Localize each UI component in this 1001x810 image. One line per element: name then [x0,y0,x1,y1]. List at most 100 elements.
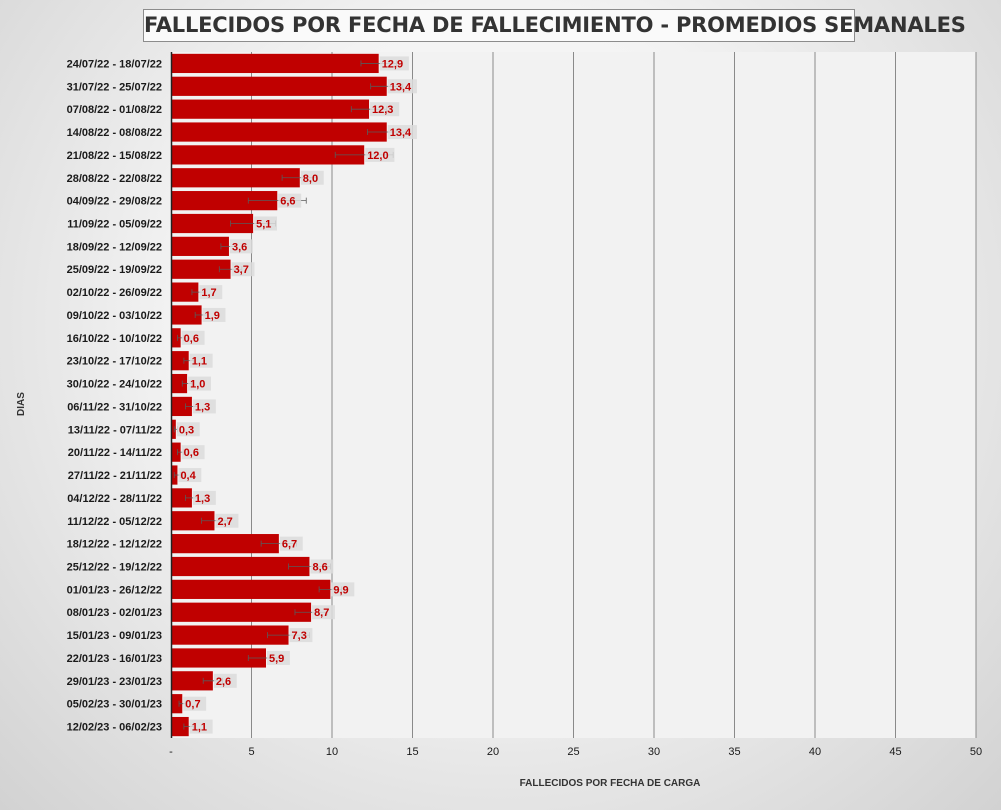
data-label-bg [189,719,213,734]
category-label: 07/08/22 - 01/08/22 [67,104,162,116]
category-label: 11/09/22 - 05/09/22 [67,219,162,231]
data-label-bg [229,239,253,254]
bar [171,716,189,737]
bar [171,396,192,417]
x-tick-label: 10 [326,746,338,758]
data-label: 7,3 [292,630,307,642]
data-label: 3,7 [234,264,249,276]
x-tick-label: 15 [406,746,418,758]
category-label: 15/01/23 - 09/01/23 [67,630,162,642]
bar [171,53,379,74]
data-label-bg [202,307,226,322]
category-label: 20/11/22 - 14/11/22 [68,447,162,459]
x-tick-labels: - 5 10 15 20 25 30 35 40 45 50 [169,746,982,758]
bar [171,328,181,348]
bar [171,625,289,645]
category-label: 06/11/22 - 31/10/22 [67,401,162,413]
data-label: 8,0 [303,173,318,185]
data-label: 0,4 [180,470,196,482]
data-label-bg [310,559,334,574]
data-label-bg [215,513,239,528]
bar [171,236,229,256]
chart-title: FALLECIDOS POR FECHA DE FALLECIMIENTO - … [143,9,966,42]
data-label-bg [189,353,213,368]
data-label-bg [278,193,302,208]
data-label: 8,7 [314,607,329,619]
data-label: 6,7 [282,539,297,551]
data-label-bg [279,536,303,551]
data-label: 5,9 [269,653,284,665]
category-label: 02/10/22 - 26/09/22 [67,287,162,299]
data-label-bg [176,422,200,437]
category-label: 13/11/22 - 07/11/22 [68,424,162,436]
bar [171,305,202,325]
data-label: 1,3 [195,401,210,413]
category-labels: 24/07/22 - 18/07/22 31/07/22 - 25/07/22 07… [67,58,162,733]
data-label: 3,6 [232,241,247,253]
bar [171,694,183,714]
category-label: 24/07/22 - 18/07/22 [67,58,162,70]
category-label: 08/01/23 - 02/01/23 [67,607,162,619]
category-label: 04/09/22 - 29/08/22 [67,196,162,208]
category-label: 11/12/22 - 05/12/22 [67,516,162,528]
bar [171,191,278,211]
data-label: 12,3 [372,104,393,116]
data-label: 0,6 [184,333,199,345]
data-label: 1,9 [205,310,220,322]
x-axis-title: FALLECIDOS POR FECHA DE CARGA [520,778,701,789]
data-label-bg [181,445,205,460]
data-label: 13,4 [390,81,412,93]
category-label: 25/12/22 - 19/12/22 [67,562,162,574]
data-label: 6,6 [280,196,295,208]
category-label: 12/02/23 - 06/02/23 [67,722,162,734]
bar [171,511,215,531]
data-label-bg [387,125,417,140]
x-tick-label: 45 [889,746,901,758]
x-tick-label: 30 [648,746,660,758]
bar [171,213,254,234]
data-label: 2,7 [217,516,232,528]
bar [171,648,266,668]
data-label-bg [331,582,355,597]
category-label: 28/08/22 - 22/08/22 [67,173,162,185]
data-label-bg [312,605,335,620]
data-label-bg [192,490,216,505]
bar [171,373,188,394]
data-label: 1,1 [192,356,207,368]
x-tick-label: 50 [970,746,982,758]
bar [171,122,387,142]
category-label: 31/07/22 - 25/07/22 [67,81,162,93]
data-label: 1,0 [190,379,205,391]
category-label: 27/11/22 - 21/11/22 [68,470,162,482]
bar [171,351,189,371]
data-label: 13,4 [390,127,412,139]
x-tick-label: 35 [728,746,740,758]
data-label-bg [192,399,216,414]
gridlines [251,52,977,738]
category-label: 05/02/23 - 30/01/23 [67,699,162,711]
bar [171,602,312,622]
category-label: 01/01/23 - 26/12/22 [67,584,162,596]
bar [171,556,310,577]
data-label-bg [178,468,202,483]
bar [171,99,370,119]
category-label: 22/01/23 - 16/01/23 [67,653,162,665]
category-label: 04/12/22 - 28/11/22 [67,493,162,505]
data-label-bg [266,650,290,665]
category-label: 23/10/22 - 17/10/22 [67,356,162,368]
data-label: 1,1 [192,722,207,734]
category-label: 30/10/22 - 24/10/22 [67,379,162,391]
category-label: 29/01/23 - 23/01/23 [67,676,162,688]
data-label-bg [213,673,237,688]
data-label-bg [231,262,255,277]
category-label: 16/10/22 - 10/10/22 [67,333,162,345]
bar [171,168,300,188]
bar [171,534,279,554]
category-label: 14/08/22 - 08/08/22 [67,127,162,139]
category-label: 18/12/22 - 12/12/22 [67,539,162,551]
data-label-bg [183,696,207,711]
category-label: 18/09/22 - 12/09/22 [67,241,162,253]
bar [171,259,231,279]
data-label: 1,7 [201,287,216,299]
